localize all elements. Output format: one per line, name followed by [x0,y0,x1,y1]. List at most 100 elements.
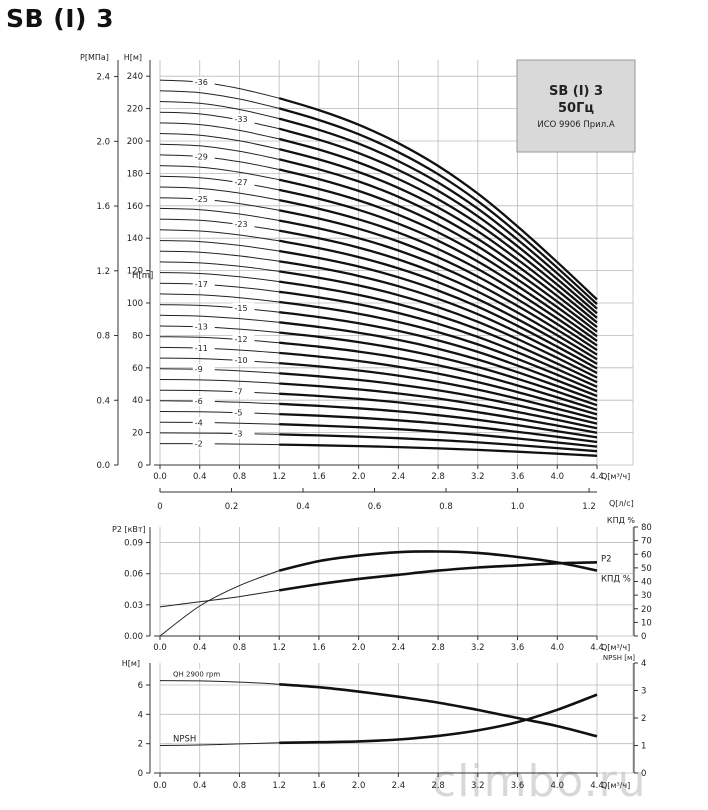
head-curve-stage-22 [278,239,598,365]
stage-label-bg [232,114,255,125]
head-curve-stage-29 [278,168,598,333]
head-curve-stage-10-low [159,357,280,364]
head-curve-stage-24-low [159,207,280,221]
head-curve-stage-23-low [159,218,280,232]
stage-label: -23 [234,220,247,229]
legend-freq: 50Гц [558,101,594,116]
pe-x-tick-label: 0.4 [193,643,207,653]
pe-x-unit: Q[м³/ч] [601,643,630,652]
power-efficiency-grid [159,527,634,637]
head-x-tick-label: 3.6 [511,472,525,482]
head-x2-tick-label: 0.2 [225,502,239,512]
head-curve-stage-13 [279,331,598,407]
np-ylabel: H[м] [122,659,140,668]
np-y2-tick-label: 4 [641,659,646,669]
stage-label: -33 [234,115,247,124]
stage-label-bg [192,151,215,162]
legend-standard: ИСО 9906 Прил.A [537,120,614,130]
pe-y-tick-label: 0.00 [124,632,143,642]
stage-label-bg [232,218,255,229]
head-curve-stage-9 [279,372,598,425]
stage-label: -9 [195,365,203,374]
stage-label-bg [232,334,255,345]
head-curve-stage-14 [279,321,598,402]
head-curve-stage-4-low [159,421,280,425]
head-curves: -2 -3 -4 -5 -6 -7 -9 -10 -11 -12 -13 -15 -17 -23 -25 -2… [159,76,598,457]
head-x2-unit: Q[л/с] [609,499,634,508]
np-x-tick-label: 3.2 [471,781,485,791]
head-x-tick-label: 4.4 [590,472,604,482]
head-axes: 0 20 40 60 80 100 120 140 160 180 200 220 240 H[м] H[m… [80,53,634,512]
pressure-tick-label: 0.8 [96,332,110,342]
stage-label-bg [192,321,215,332]
np-series-label-bg [172,733,198,744]
pe-series-1-low [159,570,280,637]
head-y-tick-label: 240 [127,72,143,82]
head-curve-stage-8 [279,382,598,430]
head-x-tick-label: 1.6 [312,472,326,482]
head-x2-tick-label: 0.8 [439,502,453,512]
head-curve-stage-12-low [159,336,280,344]
stage-label-bg [232,177,255,188]
head-curve-stage-7 [279,392,598,434]
head-curve-stage-32-low [159,122,280,140]
head-curve-stage-36-low [159,79,280,99]
watermark: climbo.ru [432,756,647,807]
head-x2-tick-label: 1.0 [511,502,525,512]
head-curve-stage-27-low [159,175,280,191]
head-curve-stage-21 [278,249,598,370]
np-x-unit: Q[м³/ч] [601,781,630,790]
pe-series-1 [278,550,598,572]
head-curve-stage-20 [279,260,598,375]
head-x2-tick-label: 0 [157,502,162,512]
np-y2-tick-label: 2 [641,714,646,724]
pe-y2-tick-label: 60 [641,550,652,560]
stage-label: -7 [234,388,242,397]
pe-series-label: КПД % [601,575,631,585]
pe-y2-tick-label: 30 [641,591,652,601]
head-curve-stage-35-low [159,90,280,109]
pe-x-tick-label: 1.2 [272,643,286,653]
head-x2-tick-label: 0.4 [296,502,310,512]
head-curve-stage-2 [279,443,598,457]
head-curve-stage-14-low [159,314,280,323]
pe-y-tick-label: 0.09 [124,539,143,549]
stage-label: -10 [234,356,247,365]
head-curve-stage-30-low [159,143,280,160]
np-x-tick-label: 2.4 [392,781,406,791]
head-curve-stage-33-low [159,111,280,130]
power-efficiency-curves: P2 КПД % [159,550,631,637]
pe-series-label: P2 [601,554,612,564]
head-curve-stage-16 [279,300,598,393]
stage-label-bg [232,428,255,439]
head-curve-stage-5-low [159,411,280,415]
pe-series-0-low [159,589,280,608]
head-x-tick-label: 0.4 [193,472,207,482]
head-curve-stage-15 [279,311,598,398]
head-curve-stage-28 [278,178,598,338]
np-x-tick-label: 0.8 [233,781,247,791]
pe-y2-tick-label: 0 [641,632,646,642]
stage-label-bg [192,438,215,449]
stage-label-bg [192,396,215,407]
np-x-tick-label: 1.6 [312,781,326,791]
head-curve-stage-32 [278,137,598,319]
stage-label: -25 [195,195,208,204]
stage-label: -12 [234,335,247,344]
head-curve-stage-9-low [159,368,280,374]
head-y-tick-label: 160 [127,202,143,212]
head-curve-stage-3-low [159,432,280,435]
head-curve-stage-11-low [159,346,280,354]
head-curve-stage-10 [279,361,598,421]
head-curve-stage-26-low [159,186,280,201]
head-x-tick-label: 2.4 [392,472,406,482]
pe-y2-tick-label: 40 [641,578,652,588]
head-curve-stage-11 [279,351,598,416]
np-x-tick-label: 4.0 [551,781,565,791]
head-y-tick-label: 20 [132,429,143,439]
pe-x-tick-label: 4.0 [551,643,565,653]
stage-label-bg [192,364,215,375]
stage-label-bg [232,386,255,397]
stage-label: -17 [195,280,208,289]
